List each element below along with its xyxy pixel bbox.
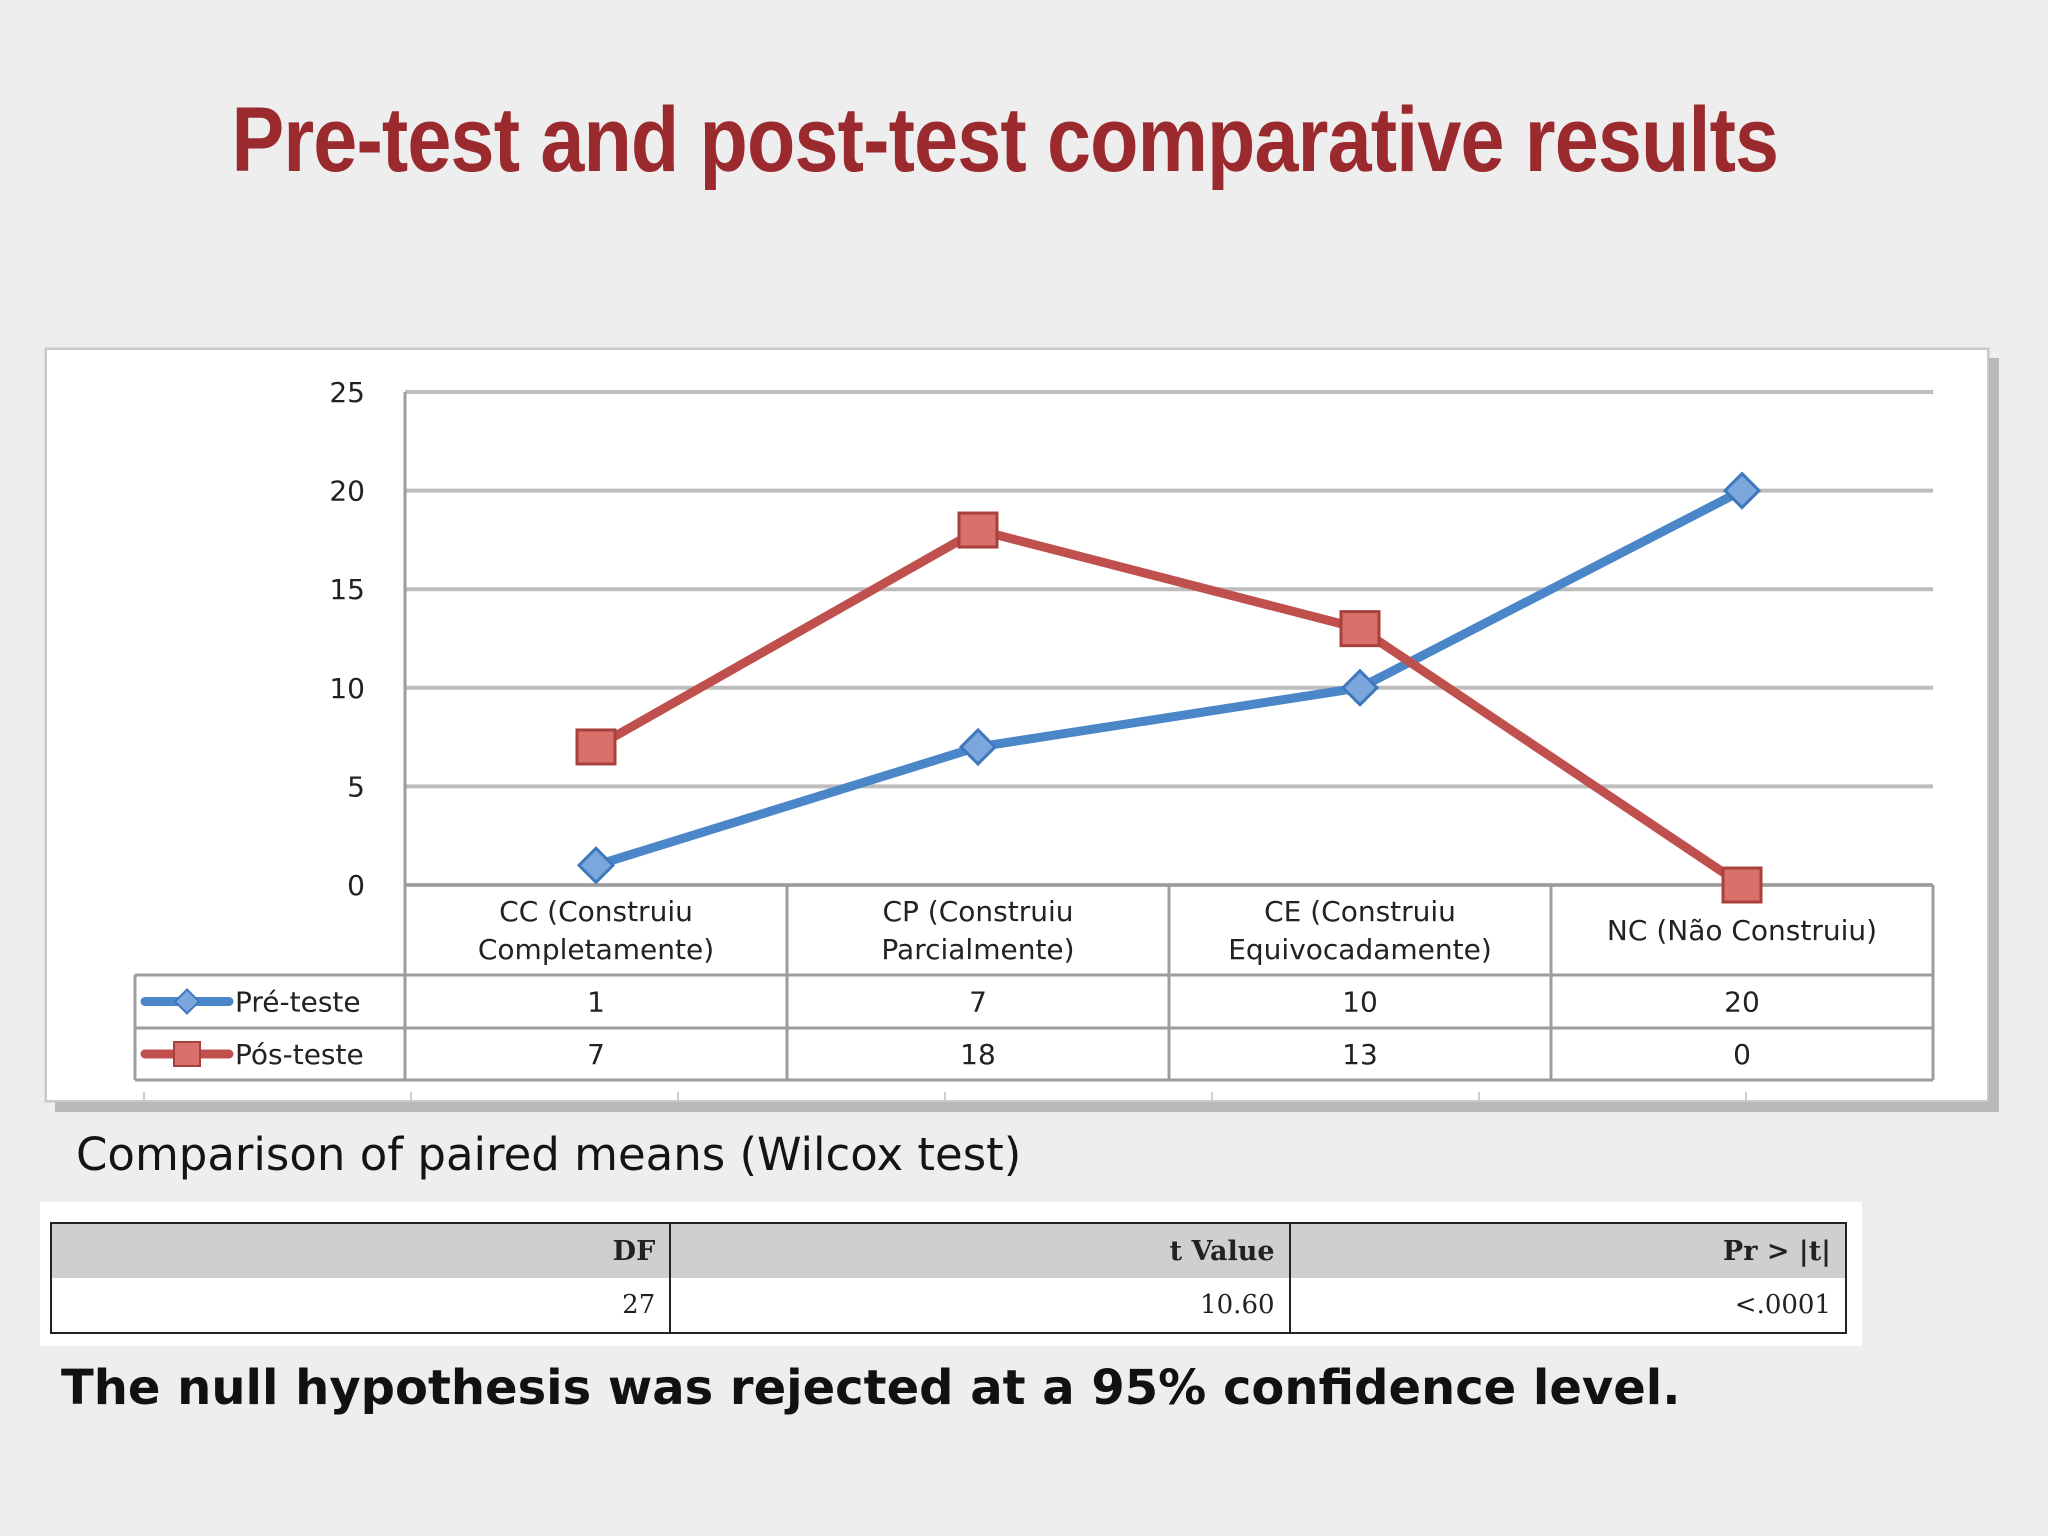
data-point-pre-teste xyxy=(576,846,616,885)
stats-value-df: 27 xyxy=(49,1278,672,1334)
data-point-pre-teste xyxy=(958,727,998,767)
data-point-pos-teste xyxy=(957,511,999,549)
stats-value-p-value: <.0001 xyxy=(1288,1278,1848,1334)
conclusion-text: The null hypothesis was rejected at a 95… xyxy=(61,1360,1681,1416)
x-category-label: CC (Construiu Completamente) xyxy=(478,895,714,966)
x-category-label: CE (Construiu Equivocadamente) xyxy=(1228,895,1492,966)
data-table-value: 20 xyxy=(1724,986,1760,1019)
y-tick-label: 15 xyxy=(329,573,365,606)
data-table-value: 1 xyxy=(587,986,605,1019)
data-table-value: 13 xyxy=(1342,1038,1378,1071)
y-tick-label: 10 xyxy=(329,672,365,705)
test-subtitle: Comparison of paired means (Wilcox test) xyxy=(76,1128,1022,1181)
legend-label: Pré-teste xyxy=(235,986,361,1019)
stats-header-t-value: t Value xyxy=(669,1222,1291,1278)
data-point-pos-teste xyxy=(1339,610,1381,648)
data-point-pos-teste xyxy=(1721,866,1763,904)
data-point-pre-teste xyxy=(1722,471,1762,510)
y-tick-label: 0 xyxy=(347,869,365,902)
series-line-1 xyxy=(591,486,1747,870)
series-line-2 xyxy=(591,525,1747,890)
x-category-label: CP (Construiu Parcialmente) xyxy=(881,895,1074,966)
legend-marker-pos-teste xyxy=(173,1041,201,1067)
stats-header-row: DF t Value Pr > |t| xyxy=(49,1222,1848,1278)
stats-table: DF t Value Pr > |t| 27 10.60 <.0001 xyxy=(49,1222,1848,1334)
data-table-value: 10 xyxy=(1342,986,1378,1019)
y-tick-label: 25 xyxy=(329,376,365,409)
stats-table-panel: DF t Value Pr > |t| 27 10.60 <.0001 xyxy=(40,1202,1862,1346)
legend-marker-pre-teste xyxy=(173,988,201,1015)
data-table-value: 18 xyxy=(960,1038,996,1071)
stats-value-row: 27 10.60 <.0001 xyxy=(49,1278,1848,1334)
x-category-label: NC (Não Construiu) xyxy=(1607,914,1877,947)
data-point-pre-teste xyxy=(1340,668,1380,707)
stats-value-t-value: 10.60 xyxy=(669,1278,1291,1334)
data-point-pos-teste xyxy=(575,728,617,766)
data-table-value: 7 xyxy=(587,1038,605,1071)
y-tick-label: 5 xyxy=(347,770,365,803)
slide-title: Pre-test and post-test comparative resul… xyxy=(231,89,1779,191)
stats-header-df: DF xyxy=(49,1222,672,1278)
chart-panel: 0 5 10 15 20 25 CC (Construiu Completamente) CP … xyxy=(45,348,1989,1102)
y-tick-label: 20 xyxy=(329,475,365,508)
stats-header-p-value: Pr > |t| xyxy=(1288,1222,1848,1278)
legend-label: Pós-teste xyxy=(235,1038,364,1071)
data-table-value: 0 xyxy=(1733,1038,1751,1071)
data-table-value: 7 xyxy=(969,986,987,1019)
